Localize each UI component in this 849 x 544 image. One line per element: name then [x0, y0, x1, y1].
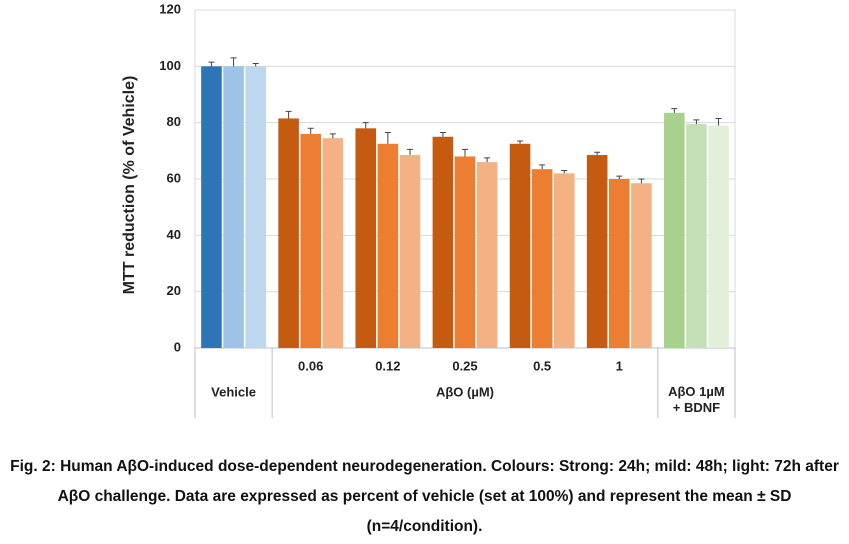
error-bar — [439, 132, 446, 137]
y-tick-label: 120 — [159, 1, 181, 16]
error-bar — [384, 132, 391, 144]
x-tick-label: 0.12 — [375, 358, 400, 373]
bar — [223, 66, 244, 348]
x-tick-label: 1 — [616, 358, 623, 373]
bar — [399, 155, 421, 348]
bar — [708, 125, 729, 348]
x-tick-label: 0.25 — [452, 358, 477, 373]
bar — [245, 66, 266, 348]
error-bar — [329, 133, 336, 139]
bar — [278, 118, 299, 348]
y-tick-label: 60 — [167, 170, 181, 185]
x-tick-label: 0.5 — [533, 358, 551, 373]
bar — [201, 66, 222, 348]
x-tick-label: Vehicle — [211, 384, 256, 399]
error-bar — [715, 117, 722, 126]
error-bar — [362, 122, 369, 129]
group-label: AβO (µM) — [436, 384, 494, 399]
bar — [686, 124, 707, 348]
y-tick-label: 20 — [167, 283, 181, 298]
bar — [531, 169, 553, 348]
bar — [300, 133, 321, 348]
chart: MTT reduction (% of Vehicle) 02040608010… — [121, 1, 736, 418]
y-tick-label: 0 — [174, 339, 181, 354]
error-bar — [462, 148, 468, 157]
bar — [631, 183, 652, 348]
bar — [664, 112, 685, 348]
x-tick-label: AβO 1µM + BDNF — [668, 384, 725, 415]
error-bar — [252, 63, 259, 67]
bar — [586, 155, 608, 348]
bar — [432, 136, 454, 348]
error-bar — [285, 110, 292, 119]
caption: Fig. 2: Human AβO-induced dose-dependent… — [10, 458, 839, 535]
bar — [509, 143, 531, 348]
y-tick-label: 100 — [159, 58, 181, 73]
error-bar — [406, 148, 413, 156]
y-axis-label: MTT reduction (% of Vehicle) — [121, 76, 138, 295]
error-bar — [561, 170, 568, 174]
error-bar — [638, 178, 645, 184]
error-bar — [616, 175, 623, 179]
error-bar — [208, 61, 215, 67]
bar — [476, 162, 498, 348]
x-tick-label-box: AβO 1µM + BDNF — [668, 384, 725, 415]
error-bar — [484, 157, 491, 163]
y-tick-label: 40 — [167, 227, 181, 242]
bar — [377, 143, 399, 348]
x-tick-label: 0.06 — [298, 358, 323, 373]
error-bar — [517, 140, 524, 144]
error-bar — [230, 57, 237, 67]
error-bar — [307, 127, 314, 134]
y-tick-label: 80 — [167, 114, 181, 129]
bar — [355, 128, 377, 348]
error-bar — [671, 108, 678, 113]
bar — [322, 138, 344, 348]
error-bar — [594, 151, 601, 156]
bar — [454, 156, 476, 348]
bar — [609, 179, 630, 348]
error-bar — [539, 164, 546, 170]
error-bar — [693, 119, 700, 125]
bar — [553, 173, 575, 348]
